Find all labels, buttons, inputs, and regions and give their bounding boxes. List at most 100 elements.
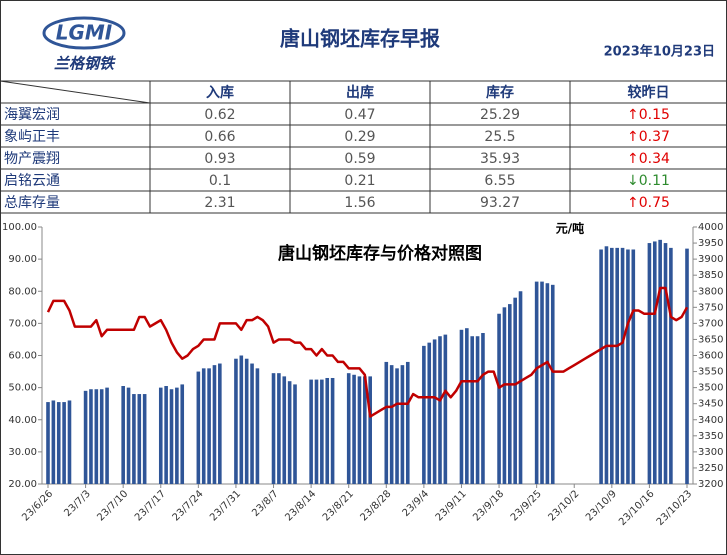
bar <box>615 247 619 484</box>
report-date: 2023年10月23日 <box>604 44 715 60</box>
bar <box>196 371 201 484</box>
value-cell: 0.21 <box>344 173 375 189</box>
y-tick-label: 80.00 <box>8 286 37 297</box>
bar <box>175 387 179 484</box>
bar <box>465 328 469 484</box>
bar <box>368 376 372 484</box>
bar <box>330 377 335 484</box>
bar <box>669 247 673 484</box>
bar <box>443 334 448 484</box>
bar <box>610 247 614 484</box>
bar <box>400 365 405 484</box>
bar <box>142 394 147 484</box>
y-tick-label: 20.00 <box>8 479 37 490</box>
y-tick-label: 40.00 <box>8 415 37 426</box>
y-tick-label: 70.00 <box>8 318 37 329</box>
bar <box>282 376 287 484</box>
bar <box>207 368 211 484</box>
bar <box>293 384 297 484</box>
bar <box>626 249 630 484</box>
y2-tick-label: 3200 <box>698 479 723 490</box>
bar <box>534 281 539 484</box>
change-cell: ↑0.15 <box>627 107 670 123</box>
bar <box>427 342 432 484</box>
bar <box>218 363 222 484</box>
bar <box>550 284 555 484</box>
row-label: 启铭云通 <box>4 173 60 189</box>
bar <box>513 297 517 484</box>
bar <box>647 243 652 484</box>
bar <box>309 379 313 484</box>
value-cell: 6.55 <box>484 173 515 189</box>
logo-ring <box>42 16 126 50</box>
bar <box>126 387 131 484</box>
row-label: 象屿正丰 <box>4 129 60 145</box>
bar <box>497 313 501 484</box>
y2-tick-label: 3300 <box>698 447 723 458</box>
change-cell: ↑0.34 <box>627 151 670 167</box>
bar <box>432 339 437 484</box>
y-tick-label: 90.00 <box>8 254 37 265</box>
price-line <box>46 286 689 418</box>
bar <box>346 373 351 484</box>
value-cell: 0.47 <box>344 107 375 123</box>
y2-tick-label: 3950 <box>698 238 723 249</box>
bar <box>384 361 389 484</box>
value-cell: 0.1 <box>209 173 231 189</box>
bar <box>631 249 636 484</box>
bar <box>459 329 464 484</box>
y2-tick-label: 3550 <box>698 367 723 378</box>
y-tick-label: 100.00 <box>2 222 37 233</box>
bar <box>212 365 217 484</box>
value-cell: 0.29 <box>344 129 375 145</box>
bar <box>518 291 523 484</box>
y-tick-label: 30.00 <box>8 447 37 458</box>
bar <box>620 247 625 484</box>
bar <box>94 389 99 484</box>
bar <box>502 307 507 484</box>
bar <box>604 246 609 484</box>
row-label: 物产震翔 <box>4 151 60 167</box>
bar <box>89 389 93 484</box>
bar <box>244 358 249 484</box>
brand: 兰格钢铁 <box>54 55 116 73</box>
y2-tick-label: 3350 <box>698 431 723 442</box>
row-label: 总库存量 <box>4 195 60 211</box>
column-header: 入库 <box>206 84 234 101</box>
bar <box>652 241 657 484</box>
row-label: 海翼宏润 <box>4 107 60 123</box>
bar <box>470 336 475 484</box>
bar <box>164 386 168 484</box>
value-cell: 0.66 <box>204 129 235 145</box>
bar <box>121 386 125 484</box>
y2-axis-title: 元/吨 <box>556 221 584 236</box>
value-cell: 0.93 <box>204 151 235 167</box>
value-cell: 25.5 <box>484 129 515 145</box>
rule <box>0 80 151 104</box>
bar <box>325 377 330 484</box>
y2-tick-label: 3700 <box>698 318 723 329</box>
bar <box>67 400 72 484</box>
y2-tick-label: 3850 <box>698 270 723 281</box>
bar <box>239 355 244 484</box>
y2-tick-label: 3800 <box>698 286 723 297</box>
chart-title: 唐山钢坯库存与价格对照图 <box>278 243 482 264</box>
bar <box>51 400 56 484</box>
bar <box>250 363 254 484</box>
bar <box>158 387 163 484</box>
bar <box>132 394 136 484</box>
bar <box>201 368 206 484</box>
bar <box>389 365 394 484</box>
bar <box>105 387 109 484</box>
bar <box>545 283 550 484</box>
bar <box>234 358 238 484</box>
y-tick-label: 50.00 <box>8 383 37 394</box>
value-cell: 93.27 <box>480 195 520 211</box>
change-cell: ↓0.11 <box>627 173 670 189</box>
bar <box>320 379 324 484</box>
y2-tick-label: 3500 <box>698 383 723 394</box>
y2-tick-label: 3450 <box>698 399 723 410</box>
y-tick-label: 60.00 <box>8 351 37 362</box>
